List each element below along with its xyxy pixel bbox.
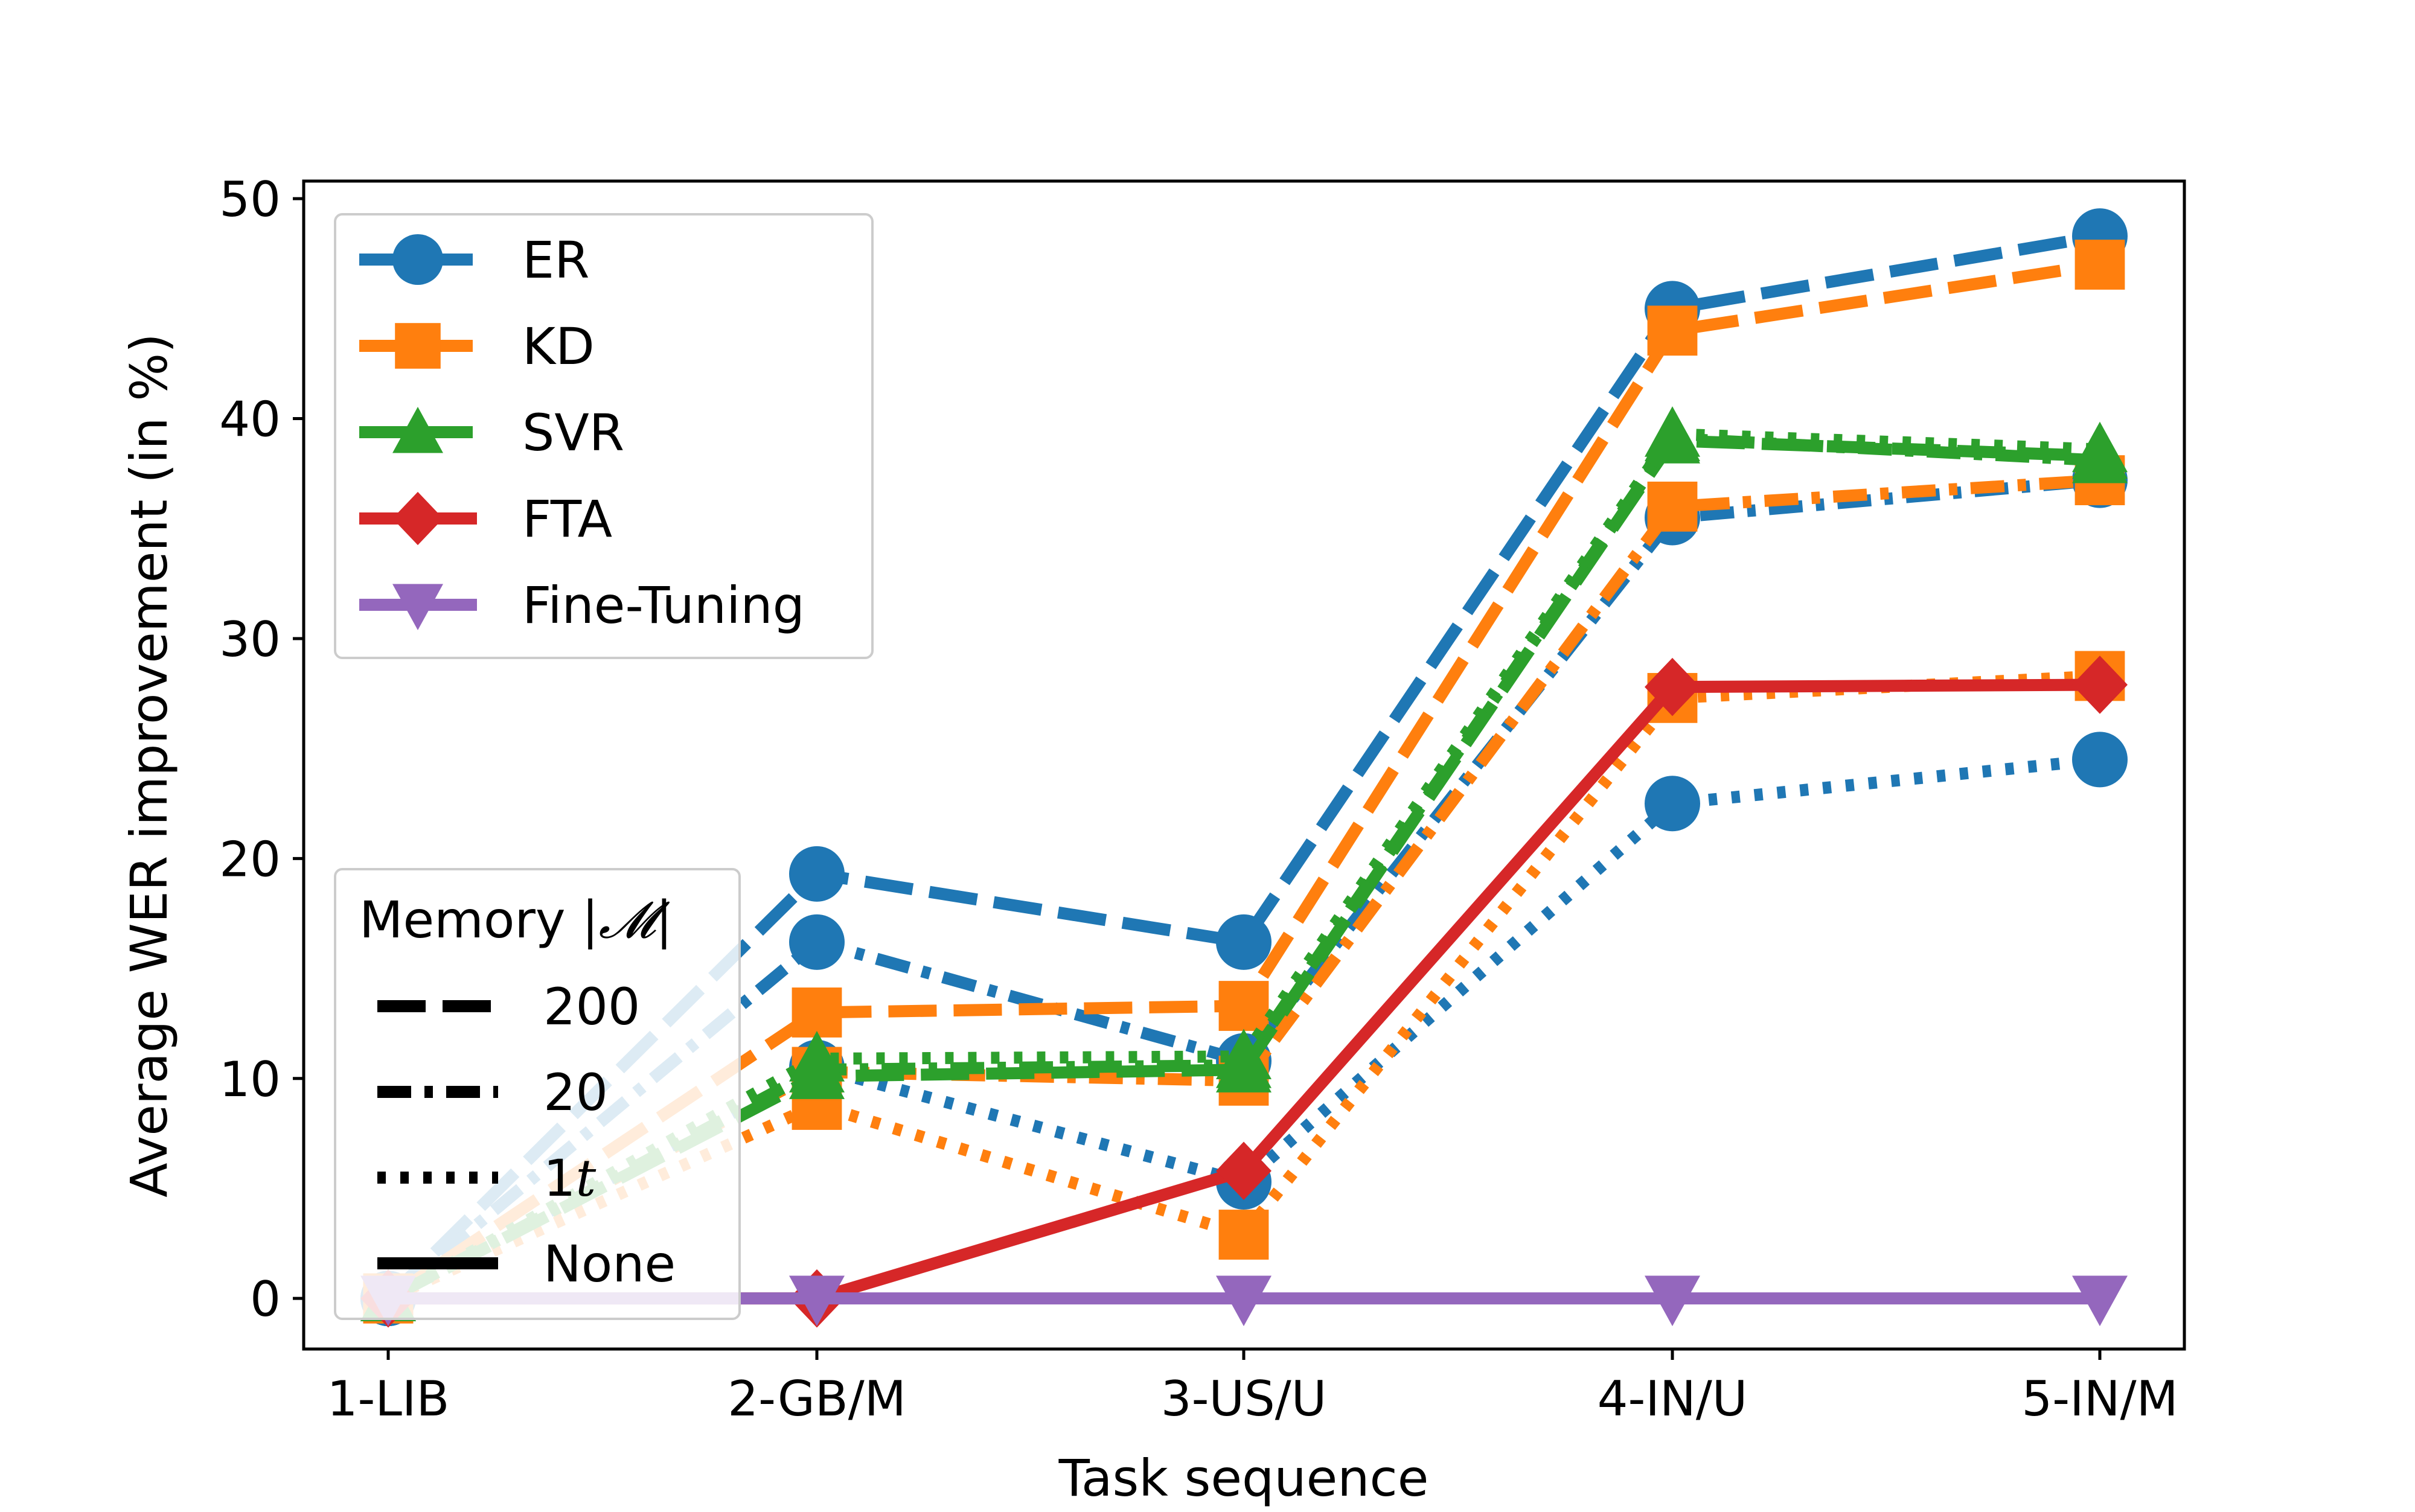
data-point-er-20 — [789, 914, 845, 970]
y-tick-label: 30 — [219, 611, 281, 668]
y-tick-label: 50 — [219, 171, 281, 228]
legend-label-kd: KD — [522, 317, 595, 376]
data-point-fine-tuning-none — [1216, 1275, 1271, 1327]
x-tick-label: 4-IN/U — [1598, 1371, 1748, 1427]
data-point-svr-1t — [789, 1030, 845, 1082]
legend-methods-box — [334, 213, 874, 659]
x-tick-label: 2-GB/M — [728, 1371, 906, 1427]
legend-marker-er — [392, 234, 443, 285]
legend-label-fta: FTA — [522, 490, 612, 549]
y-tick-label: 0 — [250, 1271, 281, 1327]
legend-memory: Memory |𝓜| 200 20 1t None — [334, 868, 741, 1320]
legend-memory-title-symbol: |𝓜| — [581, 890, 673, 949]
legend-memory-label-main: 1 — [543, 1149, 575, 1208]
data-point-fta-none — [2072, 656, 2128, 714]
legend-marker-kd — [395, 323, 441, 369]
data-point-svr-1t — [1645, 406, 1700, 457]
data-point-fine-tuning-none — [2072, 1275, 2128, 1327]
data-point-fta-none — [1216, 1141, 1271, 1201]
data-point-kd-200 — [792, 987, 842, 1038]
data-point-er-1t — [1645, 776, 1700, 832]
data-point-kd-200 — [1647, 305, 1698, 356]
x-tick-label: 3-US/U — [1161, 1371, 1327, 1427]
data-point-kd-20 — [1647, 481, 1698, 532]
x-tick-label: 1-LIB — [327, 1371, 450, 1427]
legend-memory-box — [334, 868, 741, 1320]
y-tick-label: 40 — [219, 392, 281, 448]
y-tick-label: 20 — [219, 831, 281, 887]
legend-memory-label: 1t — [543, 1149, 596, 1208]
x-tick-label: 5-IN/M — [2021, 1371, 2178, 1427]
data-point-kd-200 — [2074, 240, 2125, 290]
legend-marker-fta — [392, 491, 443, 546]
legend-marker-fine-tuning — [392, 584, 443, 630]
legend-label-fine-tuning: Fine-Tuning — [522, 576, 805, 635]
data-point-fta-none — [1645, 657, 1700, 716]
legend-memory-label: None — [543, 1234, 676, 1293]
x-axis-label: Task sequence — [1058, 1449, 1429, 1508]
legend-memory-label: 200 — [543, 977, 640, 1036]
legend-memory-label: 20 — [543, 1063, 608, 1122]
data-point-kd-1t — [1218, 1210, 1269, 1260]
data-point-svr-1t — [2072, 421, 2128, 473]
data-point-kd-200 — [1218, 981, 1269, 1031]
legend-memory-title-prefix: Memory — [359, 890, 581, 949]
legend-methods: ER KD SVR FTA Fine-Tuning — [334, 213, 874, 659]
data-point-er-200 — [789, 846, 845, 902]
legend-label-er: ER — [522, 231, 589, 290]
y-axis-label: Average WER improvement (in %) — [120, 333, 179, 1198]
data-point-er-200 — [1216, 914, 1271, 970]
data-point-fine-tuning-none — [789, 1275, 845, 1327]
legend-memory-title: Memory |𝓜| — [359, 890, 673, 949]
y-tick-label: 10 — [219, 1051, 281, 1108]
legend-label-svr: SVR — [522, 403, 624, 462]
data-point-svr-1t — [1216, 1029, 1271, 1080]
data-point-er-1t — [2072, 732, 2128, 788]
axes-layer: 1-LIB 2-GB/M 3-US/U 4-IN/U 5-IN/M 0 10 20 30 40 50 — [219, 171, 2178, 1427]
legend-memory-label-italic: t — [575, 1149, 596, 1208]
data-point-fine-tuning-none — [1645, 1275, 1700, 1327]
legend-marker-svr — [392, 407, 443, 453]
